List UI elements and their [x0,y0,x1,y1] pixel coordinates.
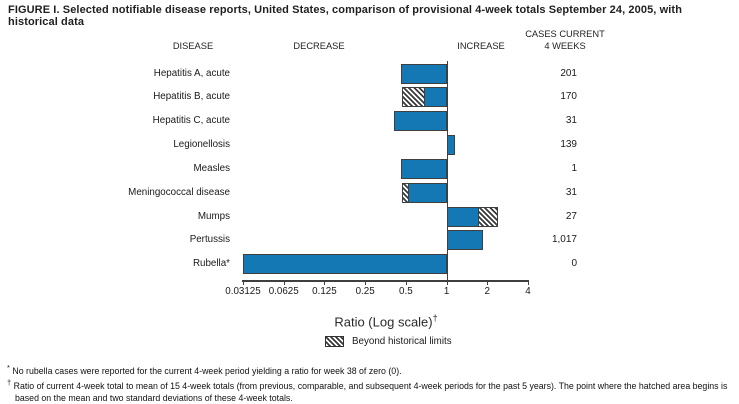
column-header-disease: DISEASE [172,41,214,51]
figure-title: FIGURE I. Selected notifiable disease re… [8,4,683,28]
x-tick-label: 0.125 [312,286,337,297]
cases-value: 1 [571,162,577,174]
disease-label: Measles [193,162,230,174]
disease-label: Hepatitis A, acute [153,67,230,79]
x-tick-label: 0.03125 [225,286,261,297]
legend: Beyond historical limits [325,336,452,347]
disease-label: Mumps [197,210,230,222]
bar [394,111,447,132]
x-axis-line [242,280,529,282]
x-tick [243,280,244,285]
x-tick-label: 1 [443,286,450,297]
bar [402,87,447,108]
column-header-cases-line1: CASES CURRENT [525,29,605,39]
bar [446,206,498,227]
column-header-cases: CASES CURRENT 4 WEEKS [525,29,605,53]
x-tick-label: 4 [525,286,531,297]
footnote-dagger-text: Ratio of current 4-week total to mean of… [11,381,728,403]
bar [446,135,456,156]
x-tick [365,280,367,285]
x-tick [283,280,285,285]
bar [402,182,447,203]
cases-value: 0 [571,258,577,270]
cases-value: 31 [565,115,577,127]
x-tick-label: 0.25 [355,286,375,297]
cases-value: 201 [560,67,577,79]
footnote-asterisk-marker: * [7,363,10,372]
disease-label: Hepatitis B, acute [153,91,230,103]
column-header-cases-line2: 4 WEEKS [544,40,586,51]
x-tick-label: 0.0625 [268,286,299,297]
footnote-dagger-marker: † [7,378,12,388]
disease-label: Hepatitis C, acute [152,115,230,127]
x-tick [446,280,448,285]
x-tick [405,280,407,285]
column-header-decrease: DECREASE [293,41,345,51]
hatch-segment [478,207,497,226]
cases-value: 27 [565,210,577,222]
x-axis-label-dagger: † [432,313,438,323]
column-header-increase: INCREASE [457,41,505,51]
footnotes: * No rubella cases were reported for the… [7,362,736,404]
x-tick-label: 0.5 [399,286,413,297]
cases-value: 170 [560,91,577,103]
footnote-dagger: † Ratio of current 4-week total to mean … [7,377,736,404]
x-axis-label-text: Ratio (Log scale) [334,314,433,330]
bar [400,63,447,84]
baseline-line [446,61,448,280]
bar [243,254,447,275]
bar [446,230,483,251]
hatch-segment [403,183,410,202]
cases-value: 139 [560,139,577,151]
bar [400,158,447,179]
disease-label: Legionellosis [173,139,230,151]
disease-label: Pertussis [189,234,230,246]
hatch-swatch-icon [325,336,344,347]
hatch-segment [403,88,425,107]
cases-value: 1,017 [551,234,577,246]
x-tick [324,280,326,285]
footnote-asterisk-text: No rubella cases were reported for the c… [9,365,402,376]
legend-label: Beyond historical limits [352,336,452,347]
cases-value: 31 [565,186,577,198]
x-axis-label: Ratio (Log scale)† [334,313,437,329]
footnote-asterisk: * No rubella cases were reported for the… [7,362,736,377]
disease-label: Rubella* [192,258,230,270]
x-tick [487,280,489,285]
x-tick-label: 2 [484,286,491,297]
disease-label: Meningococcal disease [128,186,230,198]
x-tick [528,280,529,285]
